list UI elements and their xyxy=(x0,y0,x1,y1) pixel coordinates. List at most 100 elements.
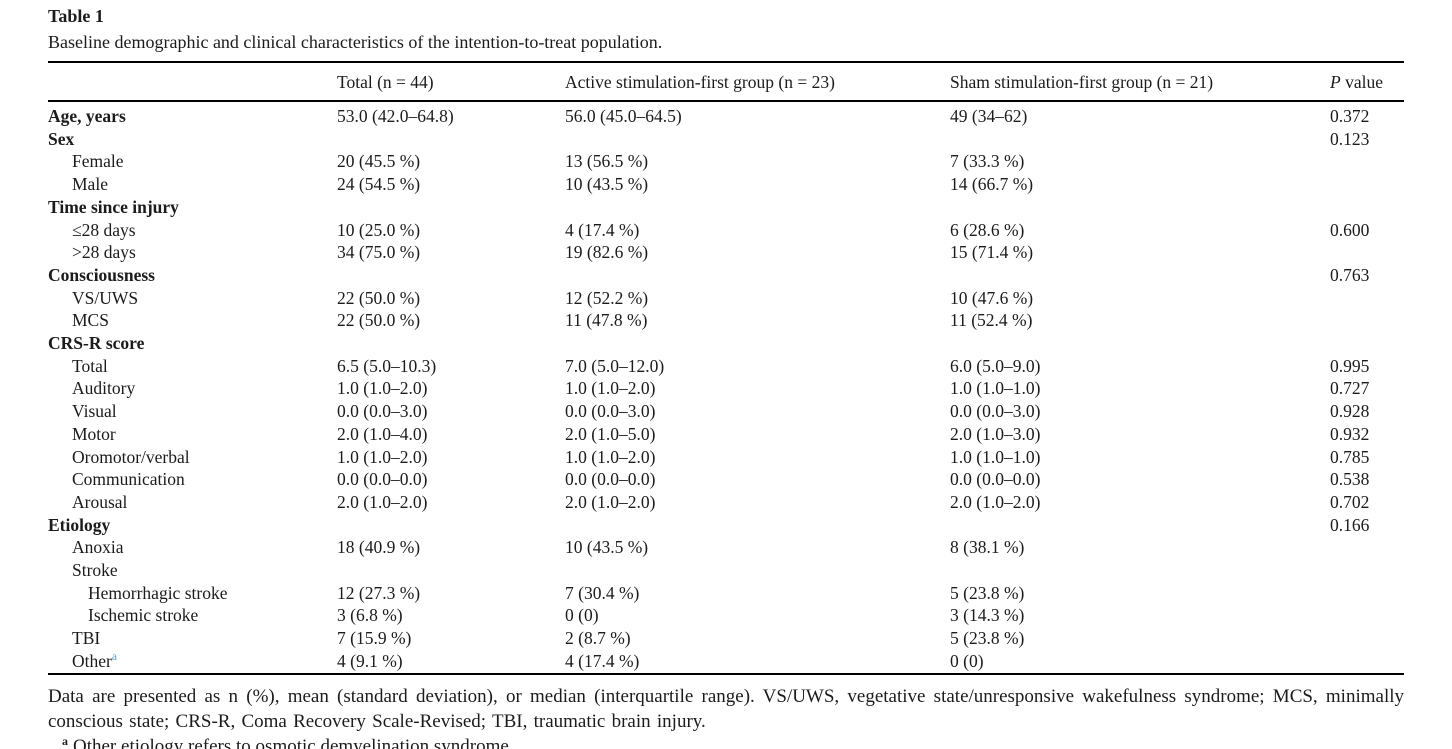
footnote-ref-link[interactable]: a xyxy=(111,651,117,664)
row-label: Arousal xyxy=(48,491,337,514)
row-label: Ischemic stroke xyxy=(48,604,337,627)
row-label: Anoxia xyxy=(48,536,337,559)
row-label-text: Time since injury xyxy=(48,196,179,217)
cell-total: 18 (40.9 %) xyxy=(337,537,421,558)
cell-sham: 8 (38.1 %) xyxy=(950,537,1025,558)
row-label-text: Male xyxy=(72,174,108,195)
table-row: Arousal 2.0 (1.0–2.0) 2.0 (1.0–2.0) 2.0 (1.… xyxy=(48,491,1404,514)
cell-total xyxy=(337,196,565,219)
table-row: Sex 0.123 xyxy=(48,128,1404,151)
footnote-a: a Other etiology refers to osmotic demyel… xyxy=(48,734,1404,749)
cell-active: 19 (82.6 %) xyxy=(565,242,649,263)
cell-sham xyxy=(950,332,1330,355)
cell-active: 4 (17.4 %) xyxy=(565,219,640,240)
table-row: Consciousness 0.763 xyxy=(48,264,1404,287)
cell-active: 4 (17.4 %) xyxy=(565,650,640,671)
table-row: Othera 4 (9.1 %) 4 (17.4 %) 0 (0) xyxy=(48,650,1404,674)
cell-total: 22 (50.0 %) xyxy=(337,310,421,331)
cell-total: 22 (50.0 %) xyxy=(337,287,421,308)
cell-sham: 3 (14.3 %) xyxy=(950,605,1025,626)
row-label-text: Age, years xyxy=(48,106,126,126)
cell-p: 0.372 xyxy=(1330,106,1370,126)
row-label-text: VS/UWS xyxy=(72,287,139,308)
cell-p xyxy=(1330,309,1404,332)
cell-p xyxy=(1330,196,1404,219)
row-label-text: CRS-R score xyxy=(48,333,145,354)
table-row: Female 20 (45.5 %) 13 (56.5 %) 7 (33.3 %) xyxy=(48,150,1404,173)
row-label: Oromotor/verbal xyxy=(48,446,337,469)
cell-sham: 2.0 (1.0–2.0) xyxy=(950,491,1041,512)
column-header: P value xyxy=(1330,62,1404,102)
cell-active: 2.0 (1.0–5.0) xyxy=(565,423,656,444)
row-label: Age, years xyxy=(48,101,337,128)
table-row: Ischemic stroke 3 (6.8 %) 0 (0) 3 (14.3 %) xyxy=(48,604,1404,627)
table-row: Anoxia 18 (40.9 %) 10 (43.5 %) 8 (38.1 %) xyxy=(48,536,1404,559)
cell-p xyxy=(1330,241,1404,264)
cell-p: 0.727 xyxy=(1330,378,1370,399)
cell-active xyxy=(565,559,950,582)
cell-sham xyxy=(950,196,1330,219)
row-label: Hemorrhagic stroke xyxy=(48,582,337,605)
cell-p xyxy=(1330,604,1404,627)
cell-total xyxy=(337,559,565,582)
row-label-text: >28 days xyxy=(72,242,136,263)
cell-p: 0.785 xyxy=(1330,446,1370,467)
header-row: Total (n = 44) Active stimulation-first g… xyxy=(48,62,1404,102)
table-row: Communication 0.0 (0.0–0.0) 0.0 (0.0–0.0) 0… xyxy=(48,468,1404,491)
table-caption: Baseline demographic and clinical charac… xyxy=(48,32,663,52)
row-label-text: Consciousness xyxy=(48,264,155,285)
cell-total: 20 (45.5 %) xyxy=(337,151,421,172)
column-header: Sham stimulation-first group (n = 21) xyxy=(950,62,1330,102)
row-label: Sex xyxy=(48,128,337,151)
cell-total: 53.0 (42.0–64.8) xyxy=(337,106,454,126)
cell-total xyxy=(337,332,565,355)
row-label-text: Auditory xyxy=(72,378,136,399)
cell-active xyxy=(565,514,950,537)
table-row: Motor 2.0 (1.0–4.0) 2.0 (1.0–5.0) 2.0 (1.0–… xyxy=(48,423,1404,446)
table-row: CRS-R score xyxy=(48,332,1404,355)
cell-sham: 5 (23.8 %) xyxy=(950,582,1025,603)
cell-active: 1.0 (1.0–2.0) xyxy=(565,378,656,399)
row-label-text: Visual xyxy=(72,401,117,422)
cell-total: 6.5 (5.0–10.3) xyxy=(337,355,437,376)
cell-p xyxy=(1330,582,1404,605)
cell-p xyxy=(1330,332,1404,355)
cell-active: 7 (30.4 %) xyxy=(565,582,640,603)
cell-active: 56.0 (45.0–64.5) xyxy=(565,106,682,126)
row-label-text: Etiology xyxy=(48,514,111,535)
cell-p: 0.763 xyxy=(1330,264,1370,285)
row-label: MCS xyxy=(48,309,337,332)
table-row: Auditory 1.0 (1.0–2.0) 1.0 (1.0–2.0) 1.0 (1… xyxy=(48,377,1404,400)
cell-active: 0 (0) xyxy=(565,605,599,626)
cell-sham xyxy=(950,559,1330,582)
table-row: >28 days 34 (75.0 %) 19 (82.6 %) 15 (71.4 %… xyxy=(48,241,1404,264)
cell-p: 0.123 xyxy=(1330,128,1370,149)
cell-sham: 0.0 (0.0–3.0) xyxy=(950,401,1041,422)
cell-active: 12 (52.2 %) xyxy=(565,287,649,308)
table-row: Total 6.5 (5.0–10.3) 7.0 (5.0–12.0) 6.0 (5.… xyxy=(48,355,1404,378)
row-label-text: Motor xyxy=(72,423,116,444)
row-label: ≤28 days xyxy=(48,219,337,242)
table-row: Hemorrhagic stroke 12 (27.3 %) 7 (30.4 %) 5… xyxy=(48,582,1404,605)
cell-total: 1.0 (1.0–2.0) xyxy=(337,378,428,399)
cell-active: 1.0 (1.0–2.0) xyxy=(565,446,656,467)
row-label: Consciousness xyxy=(48,264,337,287)
row-label-text: ≤28 days xyxy=(72,219,136,240)
cell-p: 0.932 xyxy=(1330,423,1370,444)
cell-p: 0.995 xyxy=(1330,355,1370,376)
cell-sham: 0.0 (0.0–0.0) xyxy=(950,469,1041,490)
cell-p xyxy=(1330,150,1404,173)
row-label-text: Stroke xyxy=(72,560,118,581)
table-row: Visual 0.0 (0.0–3.0) 0.0 (0.0–3.0) 0.0 (0.0… xyxy=(48,400,1404,423)
row-label: Etiology xyxy=(48,514,337,537)
cell-sham: 1.0 (1.0–1.0) xyxy=(950,378,1041,399)
cell-sham: 14 (66.7 %) xyxy=(950,174,1034,195)
cell-total xyxy=(337,264,565,287)
cell-active: 2.0 (1.0–2.0) xyxy=(565,491,656,512)
cell-p: 0.538 xyxy=(1330,469,1370,490)
table-row: MCS 22 (50.0 %) 11 (47.8 %) 11 (52.4 %) xyxy=(48,309,1404,332)
cell-total xyxy=(337,128,565,151)
column-header: Total (n = 44) xyxy=(337,62,565,102)
cell-total: 34 (75.0 %) xyxy=(337,242,421,263)
